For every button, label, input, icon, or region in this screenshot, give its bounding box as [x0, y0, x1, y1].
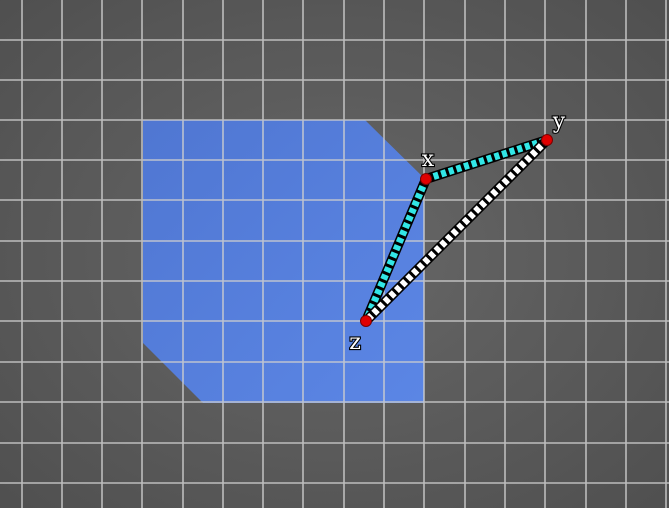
vertex-x-point[interactable] [420, 173, 432, 185]
edge-x-y [424, 135, 549, 184]
vertex-y-label: y [552, 109, 566, 134]
vertex-z-label: z [349, 330, 361, 355]
vertex-z-point[interactable] [360, 315, 372, 327]
edges-layer [361, 135, 551, 325]
shaded-region [143, 120, 424, 403]
edge-y-z [362, 136, 551, 325]
edge-x-z [361, 177, 431, 323]
vertex-y-point[interactable] [541, 134, 553, 146]
vertices-layer: x y z [348, 108, 567, 356]
vertex-x-label: x [422, 147, 435, 172]
